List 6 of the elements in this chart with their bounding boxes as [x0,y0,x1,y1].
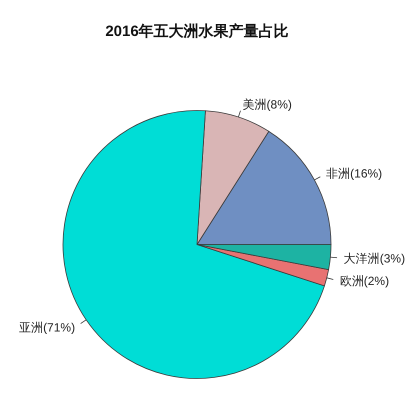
slice-label: 亚洲(71%) [19,320,76,334]
chart-title: 2016年五大洲水果产量占比 [104,22,290,41]
slice-label: 非洲(16%) [326,166,382,180]
slice-label: 大洋洲(3%) [344,251,406,266]
slice-label: 美洲(8%) [242,97,292,112]
slice-label: 欧洲(2%) [340,274,390,288]
